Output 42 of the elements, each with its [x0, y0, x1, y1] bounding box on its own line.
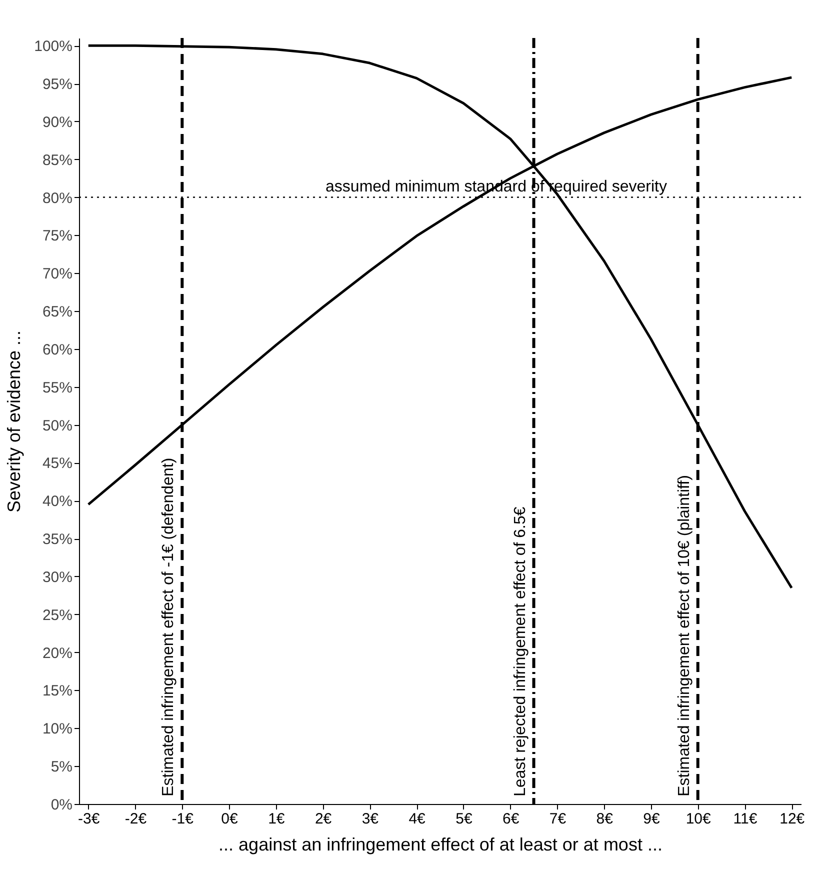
- y-tick-label: 70%: [42, 266, 72, 283]
- x-tick-label: 5€: [456, 810, 473, 828]
- x-tick-label: 2€: [314, 810, 332, 828]
- y-tick-label: 80%: [42, 190, 72, 207]
- x-tick-label: 0€: [221, 810, 239, 828]
- y-tick-label: 60%: [42, 341, 72, 358]
- x-tick-label: -1€: [172, 810, 194, 828]
- x-tick-label: 9€: [643, 810, 660, 828]
- y-tick-label: 75%: [42, 228, 72, 245]
- x-tick-label: 3€: [362, 810, 380, 828]
- x-tick-label: 7€: [549, 810, 567, 828]
- y-tick-label: 55%: [42, 379, 72, 396]
- y-axis-title: Severity of evidence ...: [4, 330, 24, 513]
- y-tick-label: 35%: [42, 531, 72, 548]
- y-tick-label: 25%: [42, 606, 72, 624]
- y-tick-label: 45%: [42, 455, 72, 472]
- x-tick-label: 6€: [502, 810, 520, 828]
- y-tick-label: 30%: [42, 568, 72, 586]
- y-tick-label: 100%: [34, 38, 72, 56]
- x-axis-title: ... against an infringement effect of at least or at most ...: [218, 834, 662, 854]
- y-tick-label: 85%: [42, 152, 72, 169]
- x-tick-label: 10€: [686, 810, 712, 828]
- y-tick-label: 15%: [42, 682, 72, 700]
- y-tick-label: 90%: [42, 114, 72, 131]
- y-tick-label: 65%: [42, 304, 72, 321]
- y-tick-label: 10%: [42, 720, 72, 738]
- x-tick-label: 12€: [780, 810, 806, 828]
- x-tick-label: 8€: [596, 810, 614, 828]
- y-tick-label: 5%: [50, 758, 72, 776]
- y-tick-label: 95%: [42, 76, 72, 94]
- x-tick-label: 4€: [408, 810, 426, 828]
- ref-line-label: Estimated infringement effect of 10€ (plaintiff): [676, 475, 693, 796]
- x-tick-label: 11€: [733, 810, 758, 828]
- y-tick-label: 20%: [42, 644, 72, 662]
- x-tick-label: -3€: [78, 810, 100, 828]
- x-tick-label: 1€: [268, 810, 286, 828]
- ref-line-label: Estimated infringement effect of -1€ (defendent): [160, 458, 178, 796]
- y-tick-label: 40%: [42, 493, 72, 510]
- x-tick-label: -2€: [124, 810, 148, 828]
- y-tick-label: 50%: [42, 417, 72, 434]
- y-tick-label: 0%: [50, 796, 72, 814]
- ref-line-label: Least rejected infringement effect of 6.5€: [512, 506, 529, 796]
